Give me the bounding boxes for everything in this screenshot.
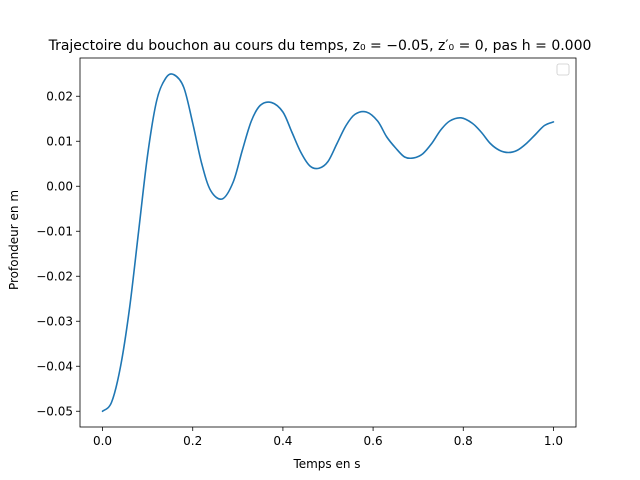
y-tick-label: 0.01: [46, 134, 73, 148]
x-tick-label: 0.4: [273, 434, 292, 448]
series-layer: [101, 73, 555, 413]
y-tick-label: −0.04: [36, 359, 73, 373]
x-tick-label: 0.2: [183, 434, 202, 448]
x-tick-label: 0.0: [93, 434, 112, 448]
chart-title: Trajectoire du bouchon au cours du temps…: [48, 38, 592, 54]
y-ticks: −0.05 −0.04 −0.03 −0.02 −0.01 0.00 0.01 0.02: [36, 89, 80, 418]
plot-frame: [79, 57, 577, 428]
y-axis-label: Profondeur en m: [7, 190, 21, 290]
y-axis-label-group: Profondeur en m: [7, 190, 21, 290]
series-line-0: [101, 73, 555, 413]
y-tick-label: −0.03: [36, 314, 73, 328]
x-tick-label: 1.0: [544, 434, 563, 448]
y-tick-label: −0.02: [36, 269, 73, 283]
y-tick-label: 0.00: [46, 179, 73, 193]
x-tick-label: 0.8: [454, 434, 473, 448]
y-tick-label: −0.01: [36, 224, 73, 238]
x-axis-label: Temps en s: [292, 457, 360, 471]
legend-box: [556, 63, 570, 76]
x-tick-label: 0.6: [364, 434, 383, 448]
y-tick-label: 0.02: [46, 89, 73, 103]
x-ticks: 0.0 0.2 0.4 0.6 0.8 1.0: [93, 427, 563, 448]
y-tick-label: −0.05: [36, 404, 73, 418]
